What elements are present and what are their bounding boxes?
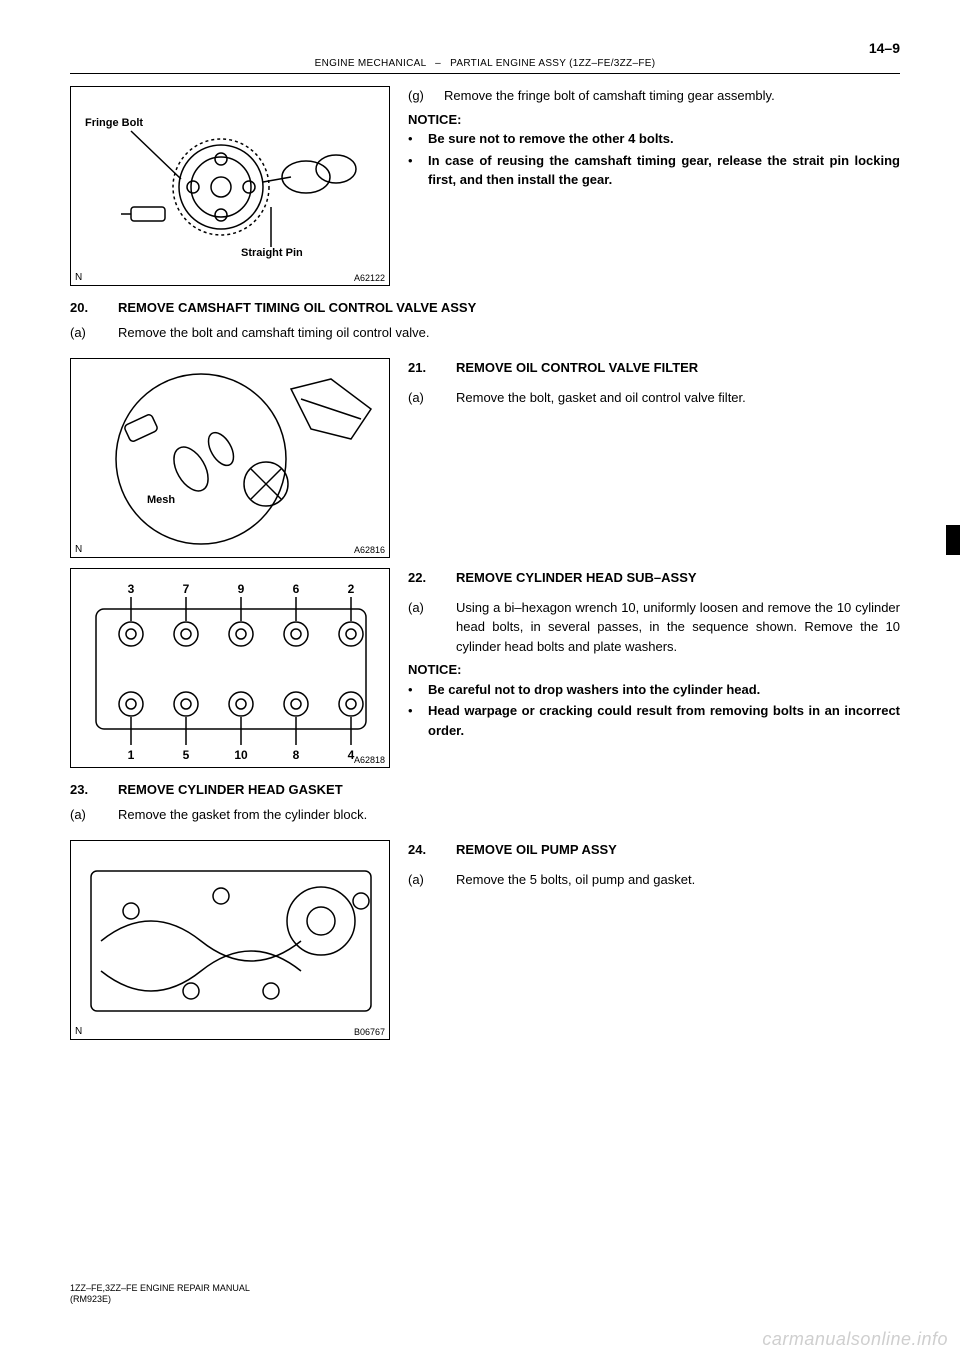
header-line: ENGINE MECHANICAL – PARTIAL ENGINE ASSY …	[70, 58, 900, 74]
fig2-text: 21. REMOVE OIL CONTROL VALVE FILTER (a) …	[390, 358, 900, 407]
fig1-corner: N	[75, 272, 82, 283]
sec20-num: 20.	[70, 300, 118, 315]
svg-text:10: 10	[234, 748, 248, 762]
sec23-a-tag: (a)	[70, 807, 118, 822]
row-fig3: 37962 151084 A62818 22. REMOVE CYLINDER …	[70, 568, 900, 768]
fig4-code: B06767	[354, 1027, 385, 1037]
footer: 1ZZ–FE,3ZZ–FE ENGINE REPAIR MANUAL (RM92…	[70, 1283, 250, 1306]
sec24-a-body: Remove the 5 bolts, oil pump and gasket.	[456, 870, 695, 890]
sec24-num: 24.	[408, 840, 456, 860]
sec22-a-tag: (a)	[408, 598, 456, 657]
fig1-text: (g) Remove the fringe bolt of camshaft t…	[390, 86, 900, 192]
fig4-corner: N	[75, 1026, 82, 1037]
side-tab	[946, 525, 960, 555]
head-bolts-drawing: 37962 151084	[71, 569, 391, 769]
header-right: PARTIAL ENGINE ASSY (1ZZ–FE/3ZZ–FE)	[450, 58, 655, 69]
sec23-a-body: Remove the gasket from the cylinder bloc…	[118, 807, 367, 822]
sec23-title: REMOVE CYLINDER HEAD GASKET	[118, 782, 343, 797]
svg-text:2: 2	[348, 582, 355, 596]
sec24-title: REMOVE OIL PUMP ASSY	[456, 840, 617, 860]
sec21-a-tag: (a)	[408, 388, 456, 408]
sec20-a-body: Remove the bolt and camshaft timing oil …	[118, 325, 429, 340]
label-fringe-bolt: Fringe Bolt	[85, 117, 143, 129]
bullet-icon: •	[408, 129, 428, 149]
sec21-a-body: Remove the bolt, gasket and oil control …	[456, 388, 746, 408]
g-tag: (g)	[408, 86, 444, 106]
label-mesh: Mesh	[147, 494, 175, 506]
header-dash: –	[435, 58, 441, 69]
sec22-num: 22.	[408, 568, 456, 588]
sec20-head: 20. REMOVE CAMSHAFT TIMING OIL CONTROL V…	[70, 300, 900, 315]
fig3-code: A62818	[354, 755, 385, 765]
sec20-a: (a) Remove the bolt and camshaft timing …	[70, 325, 900, 340]
sec23-head: 23. REMOVE CYLINDER HEAD GASKET	[70, 782, 900, 797]
watermark: carmanualsonline.info	[762, 1329, 948, 1350]
header-left: ENGINE MECHANICAL	[315, 58, 426, 69]
sec22-b1: Be careful not to drop washers into the …	[428, 680, 900, 700]
oil-filter-drawing	[71, 359, 391, 559]
sec23-num: 23.	[70, 782, 118, 797]
oil-pump-drawing	[71, 841, 391, 1041]
sec21-num: 21.	[408, 358, 456, 378]
figure-oil-filter: Mesh N A62816	[70, 358, 390, 558]
notice-1: NOTICE:	[408, 110, 900, 130]
notice-22: NOTICE:	[408, 660, 900, 680]
fig4-text: 24. REMOVE OIL PUMP ASSY (a) Remove the …	[390, 840, 900, 889]
sec20-title: REMOVE CAMSHAFT TIMING OIL CONTROL VALVE…	[118, 300, 476, 315]
bullet-icon: •	[408, 680, 428, 700]
sec20-a-tag: (a)	[70, 325, 118, 340]
svg-text:7: 7	[183, 582, 190, 596]
svg-text:6: 6	[293, 582, 300, 596]
figure-oil-pump: N B06767	[70, 840, 390, 1040]
sec22-b2: Head warpage or cracking could result fr…	[428, 701, 900, 740]
row-fig2: Mesh N A62816 21. REMOVE OIL CONTROL VAL…	[70, 358, 900, 558]
fig1-code: A62122	[354, 273, 385, 283]
row-fig1: Fringe Bolt Straight Pin	[70, 86, 900, 286]
b1-text: Be sure not to remove the other 4 bolts.	[428, 129, 900, 149]
g-body: Remove the fringe bolt of camshaft timin…	[444, 86, 775, 106]
svg-text:8: 8	[293, 748, 300, 762]
bullet-icon: •	[408, 701, 428, 740]
svg-text:1: 1	[128, 748, 135, 762]
label-straight-pin: Straight Pin	[241, 247, 303, 259]
fig2-corner: N	[75, 544, 82, 555]
sec22-title: REMOVE CYLINDER HEAD SUB–ASSY	[456, 568, 697, 588]
figure-camshaft-gear: Fringe Bolt Straight Pin	[70, 86, 390, 286]
footer-l2: (RM923E)	[70, 1294, 250, 1306]
row-fig4: N B06767 24. REMOVE OIL PUMP ASSY (a) Re…	[70, 840, 900, 1040]
bullet-icon: •	[408, 151, 428, 190]
fig3-text: 22. REMOVE CYLINDER HEAD SUB–ASSY (a) Us…	[390, 568, 900, 742]
sec24-a-tag: (a)	[408, 870, 456, 890]
svg-text:9: 9	[238, 582, 245, 596]
page-number: 14–9	[70, 40, 900, 56]
sec22-a-body: Using a bi–hexagon wrench 10, uniformly …	[456, 598, 900, 657]
fig2-code: A62816	[354, 545, 385, 555]
sec21-title: REMOVE OIL CONTROL VALVE FILTER	[456, 358, 698, 378]
b2-text: In case of reusing the camshaft timing g…	[428, 151, 900, 190]
svg-text:5: 5	[183, 748, 190, 762]
sec23-a: (a) Remove the gasket from the cylinder …	[70, 807, 900, 822]
footer-l1: 1ZZ–FE,3ZZ–FE ENGINE REPAIR MANUAL	[70, 1283, 250, 1295]
figure-head-bolts: 37962 151084 A62818	[70, 568, 390, 768]
svg-text:3: 3	[128, 582, 135, 596]
